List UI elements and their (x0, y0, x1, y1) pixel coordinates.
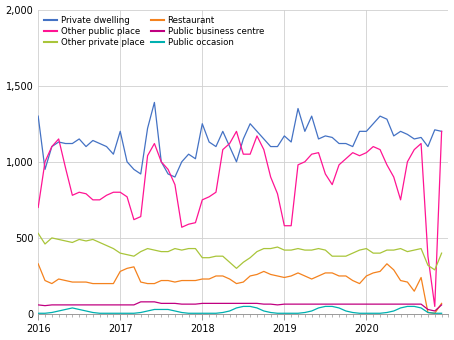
Public occasion (172, 309, 178, 313)
Private dwelling (172, 175, 178, 179)
Public business centre (439, 303, 444, 307)
Other public place (172, 183, 178, 187)
Other public place (104, 193, 109, 197)
Private dwelling (158, 160, 164, 164)
Line: Other public place: Other public place (38, 131, 442, 306)
Private dwelling (138, 172, 143, 176)
Public occasion (35, 311, 41, 315)
Private dwelling (439, 129, 444, 133)
Public occasion (104, 311, 109, 315)
Private dwelling (302, 129, 307, 133)
Other private place (439, 251, 444, 255)
Other private place (288, 248, 294, 252)
Public business centre (172, 301, 178, 305)
Public business centre (295, 302, 301, 306)
Other private place (104, 243, 109, 248)
Other public place (432, 304, 438, 308)
Restaurant (432, 311, 438, 315)
Other public place (295, 163, 301, 167)
Restaurant (288, 274, 294, 278)
Public business centre (179, 302, 184, 306)
Restaurant (172, 280, 178, 284)
Restaurant (35, 262, 41, 266)
Line: Private dwelling: Private dwelling (38, 102, 442, 177)
Public occasion (152, 307, 157, 311)
Other public place (138, 215, 143, 219)
Private dwelling (186, 152, 191, 156)
Restaurant (165, 278, 171, 283)
Public business centre (145, 300, 150, 304)
Private dwelling (35, 114, 41, 118)
Restaurant (104, 282, 109, 286)
Other private place (432, 268, 438, 272)
Other public place (165, 167, 171, 171)
Public business centre (35, 303, 41, 307)
Private dwelling (179, 160, 184, 164)
Private dwelling (152, 100, 157, 104)
Public occasion (241, 304, 246, 308)
Legend: Private dwelling, Other public place, Other private place, Restaurant, Public bu: Private dwelling, Other public place, Ot… (43, 14, 266, 49)
Other public place (152, 141, 157, 146)
Public business centre (138, 300, 143, 304)
Private dwelling (104, 144, 109, 149)
Other public place (439, 129, 444, 133)
Other private place (172, 246, 178, 251)
Other private place (165, 250, 171, 254)
Line: Restaurant: Restaurant (38, 264, 442, 313)
Restaurant (152, 282, 157, 286)
Other private place (152, 248, 157, 252)
Restaurant (138, 280, 143, 284)
Public business centre (158, 301, 164, 305)
Public occasion (165, 307, 171, 311)
Public occasion (138, 310, 143, 314)
Other private place (35, 231, 41, 235)
Other public place (35, 205, 41, 209)
Other private place (138, 250, 143, 254)
Line: Public business centre: Public business centre (38, 302, 442, 311)
Public occasion (295, 311, 301, 315)
Public occasion (439, 311, 444, 315)
Line: Other private place: Other private place (38, 233, 442, 270)
Other public place (234, 129, 239, 133)
Restaurant (439, 301, 444, 305)
Public business centre (104, 303, 109, 307)
Line: Public occasion: Public occasion (38, 306, 442, 313)
Public business centre (432, 309, 438, 313)
